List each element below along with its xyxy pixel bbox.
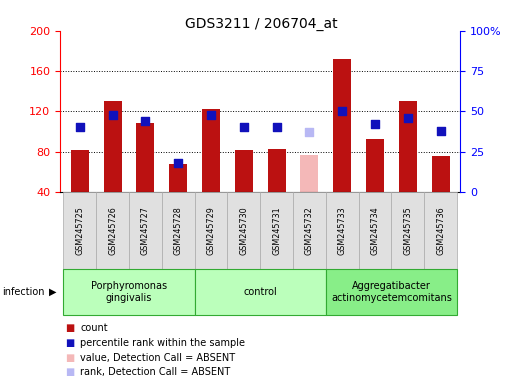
Text: GSM245725: GSM245725	[75, 206, 84, 255]
Point	[436, 127, 445, 134]
Text: value, Detection Call = ABSENT: value, Detection Call = ABSENT	[80, 353, 235, 362]
Bar	[71, 150, 89, 192]
Point	[240, 124, 248, 131]
Bar	[399, 101, 417, 192]
Point	[141, 118, 150, 124]
Bar	[195, 192, 228, 269]
Text: ■: ■	[65, 353, 75, 362]
Bar	[300, 155, 319, 192]
Bar	[63, 269, 195, 315]
Text: GDS3211 / 206704_at: GDS3211 / 206704_at	[185, 17, 338, 31]
Bar	[235, 150, 253, 192]
Bar	[228, 192, 260, 269]
Text: GSM245728: GSM245728	[174, 206, 183, 255]
Text: GSM245726: GSM245726	[108, 206, 117, 255]
Text: Porphyromonas
gingivalis: Porphyromonas gingivalis	[91, 281, 167, 303]
Bar	[137, 124, 154, 192]
Point	[338, 108, 346, 114]
Text: GSM245727: GSM245727	[141, 206, 150, 255]
Point	[272, 124, 281, 131]
Point	[174, 160, 183, 166]
Bar	[293, 192, 326, 269]
Text: infection: infection	[3, 287, 45, 297]
Point	[404, 115, 412, 121]
Bar	[326, 269, 457, 315]
Text: GSM245735: GSM245735	[403, 206, 412, 255]
Text: control: control	[243, 287, 277, 297]
Text: percentile rank within the sample: percentile rank within the sample	[80, 338, 245, 348]
Bar	[104, 101, 122, 192]
Bar	[431, 156, 450, 192]
Text: GSM245736: GSM245736	[436, 206, 445, 255]
Bar	[63, 192, 96, 269]
Point	[108, 111, 117, 118]
Bar	[96, 192, 129, 269]
Text: GSM245731: GSM245731	[272, 206, 281, 255]
Bar	[326, 192, 359, 269]
Text: GSM245732: GSM245732	[305, 206, 314, 255]
Bar	[333, 59, 351, 192]
Bar	[202, 109, 220, 192]
Bar	[169, 164, 187, 192]
Point	[371, 121, 379, 127]
Bar	[195, 269, 326, 315]
Text: ■: ■	[65, 338, 75, 348]
Bar	[391, 192, 424, 269]
Bar	[268, 149, 286, 192]
Text: count: count	[80, 323, 108, 333]
Point	[207, 111, 215, 118]
Bar	[129, 192, 162, 269]
Bar	[162, 192, 195, 269]
Bar	[260, 192, 293, 269]
Text: ▶: ▶	[49, 287, 56, 297]
Bar	[366, 139, 384, 192]
Text: GSM245733: GSM245733	[338, 206, 347, 255]
Point	[76, 124, 84, 131]
Point	[305, 129, 314, 136]
Text: GSM245729: GSM245729	[207, 206, 215, 255]
Text: GSM245730: GSM245730	[240, 206, 248, 255]
Text: ■: ■	[65, 367, 75, 377]
Bar	[424, 192, 457, 269]
Bar	[359, 192, 391, 269]
Text: ■: ■	[65, 323, 75, 333]
Text: GSM245734: GSM245734	[370, 206, 380, 255]
Text: Aggregatibacter
actinomycetemcomitans: Aggregatibacter actinomycetemcomitans	[331, 281, 452, 303]
Text: rank, Detection Call = ABSENT: rank, Detection Call = ABSENT	[80, 367, 230, 377]
